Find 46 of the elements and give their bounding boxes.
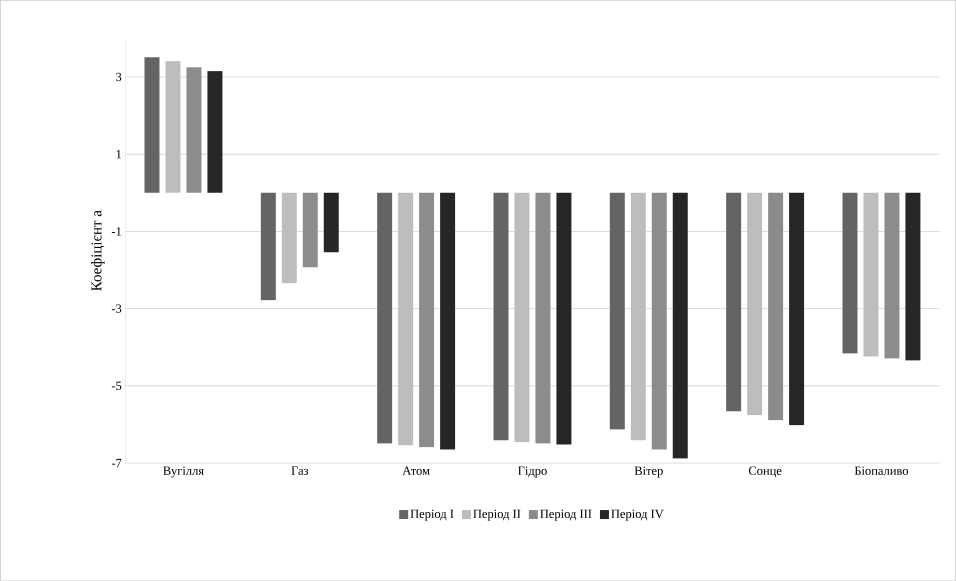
- bar: [672, 192, 688, 458]
- x-tick-label: Сонце: [748, 466, 782, 478]
- bar: [535, 192, 550, 444]
- legend-label: Період IV: [611, 510, 664, 520]
- y-tick-label: -5: [112, 381, 122, 390]
- y-tick-label: -3: [112, 304, 122, 313]
- bar: [514, 192, 530, 442]
- bar: [905, 192, 920, 360]
- x-tick-label: Біопаливо: [854, 466, 908, 475]
- bar: [260, 192, 276, 300]
- x-tick-label: Газ: [291, 466, 308, 475]
- bar: [768, 192, 784, 420]
- y-tick-label: -7: [112, 458, 122, 467]
- bar: [747, 192, 762, 415]
- bar: [842, 192, 858, 354]
- bar: [419, 192, 434, 448]
- legend-label: Період II: [473, 510, 520, 520]
- bar: [302, 192, 318, 268]
- legend-label: Період III: [540, 510, 592, 520]
- x-tick-label: Вугілля: [163, 466, 204, 478]
- x-tick-label: Гідро: [518, 466, 547, 478]
- bar: [282, 192, 297, 283]
- x-tick-label: Вітер: [634, 466, 663, 478]
- bar: [440, 192, 456, 450]
- bar: [863, 192, 878, 356]
- y-tick-label: 1: [116, 150, 122, 158]
- bar: [789, 192, 804, 426]
- x-tick-label: Атом: [402, 466, 430, 475]
- bar: [726, 192, 742, 412]
- y-tick-label: -1: [112, 227, 122, 236]
- bar: [398, 192, 414, 446]
- y-axis-title: Коефіцієнт a: [90, 210, 105, 291]
- legend-label: Період I: [410, 510, 454, 520]
- bar: [144, 57, 160, 193]
- bar: [207, 71, 222, 193]
- bar: [884, 192, 900, 358]
- y-tick-label: 3: [116, 72, 122, 82]
- bar: [630, 192, 646, 440]
- bar: [493, 192, 508, 440]
- bar: [324, 192, 339, 252]
- bar: [652, 192, 667, 450]
- bar: [165, 60, 180, 193]
- bar: [610, 192, 625, 430]
- bar: [377, 192, 392, 444]
- bar: [556, 192, 572, 444]
- bar: [186, 67, 202, 193]
